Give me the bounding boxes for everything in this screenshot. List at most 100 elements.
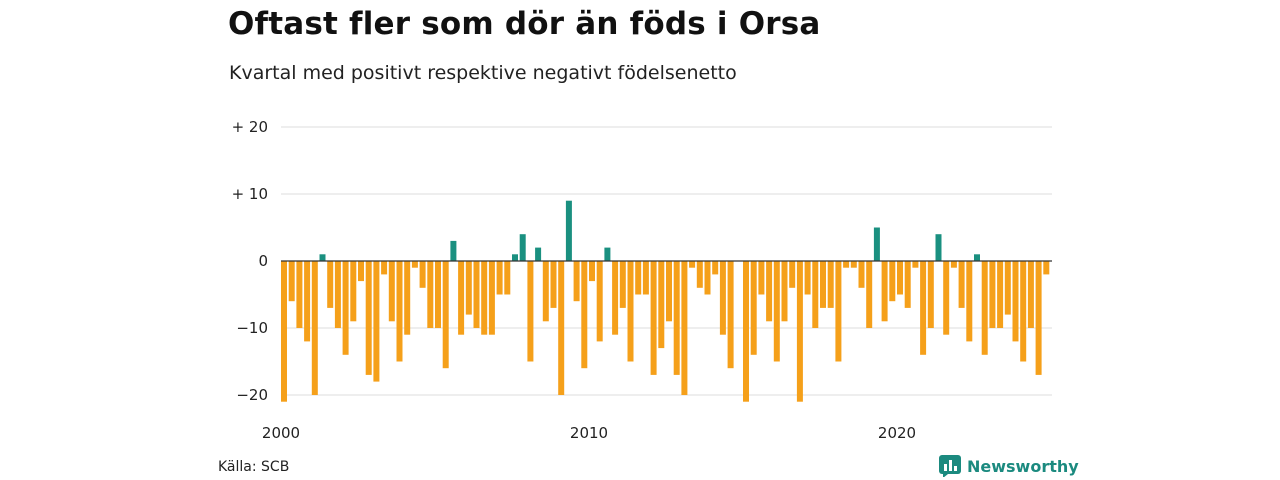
bar	[558, 261, 565, 395]
bar	[450, 240, 457, 261]
bar	[904, 261, 911, 308]
bar	[673, 261, 680, 375]
source-note: Källa: SCB	[218, 459, 290, 475]
bar	[504, 261, 511, 295]
bar	[873, 227, 880, 261]
bar	[743, 261, 749, 402]
bar	[1035, 261, 1042, 375]
bar	[866, 261, 873, 328]
bar	[881, 261, 888, 322]
bar	[812, 261, 819, 328]
bar	[396, 261, 403, 362]
bar	[889, 261, 896, 302]
bar	[704, 261, 711, 295]
bar	[943, 261, 950, 335]
bar	[512, 254, 518, 261]
bar	[958, 261, 965, 308]
bar	[773, 261, 780, 362]
bar	[473, 261, 480, 328]
bar	[327, 261, 334, 308]
bar	[358, 261, 364, 282]
bar	[981, 261, 988, 355]
bar	[835, 261, 842, 362]
bar	[927, 261, 934, 328]
bar	[920, 261, 927, 355]
bar	[843, 261, 850, 268]
bar	[650, 261, 657, 375]
bar	[411, 261, 418, 268]
bar	[635, 261, 642, 295]
bar	[612, 261, 619, 335]
bar	[334, 261, 341, 328]
bar	[1043, 261, 1050, 275]
bar	[796, 261, 803, 402]
bar	[404, 261, 411, 335]
chart-title: Oftast fler som dör än föds i Orsa	[228, 6, 821, 42]
bar	[619, 261, 626, 308]
x-tick-label: 2010	[570, 424, 608, 442]
bar	[596, 261, 603, 342]
bar	[858, 261, 865, 288]
bar	[288, 261, 295, 302]
bar	[296, 261, 303, 328]
bar	[820, 261, 826, 308]
bar	[481, 261, 488, 335]
bar	[373, 261, 380, 382]
bar	[381, 261, 388, 275]
y-tick-label: + 10	[232, 185, 268, 203]
bar	[974, 254, 980, 261]
brand-name: Newsworthy	[967, 456, 1079, 476]
bar	[758, 261, 765, 295]
bar	[989, 261, 996, 328]
bar	[997, 261, 1004, 328]
bar	[304, 261, 311, 342]
bar	[488, 261, 495, 335]
bar	[766, 261, 773, 322]
bar	[442, 261, 449, 369]
bar	[350, 261, 357, 322]
bar	[966, 261, 973, 342]
bar	[789, 261, 796, 288]
bar	[319, 254, 326, 261]
bar	[542, 261, 549, 322]
bar	[281, 261, 287, 402]
y-tick-label: −10	[236, 319, 268, 337]
bar	[527, 261, 534, 362]
bar	[827, 261, 834, 308]
bar	[565, 200, 572, 261]
bar	[435, 261, 441, 328]
bar	[419, 261, 426, 288]
axis-labels: + 20 + 10 0 −10 −20 2000 2010 2020	[232, 118, 917, 442]
bar	[1027, 261, 1034, 328]
bar	[719, 261, 726, 335]
bar	[589, 261, 595, 282]
y-tick-label: −20	[236, 386, 268, 404]
bar	[581, 261, 588, 369]
bar-chart-logo-icon	[939, 455, 961, 477]
bar-chart: + 20 + 10 0 −10 −20 2000 2010 2020	[232, 118, 1052, 442]
bar	[604, 247, 611, 261]
bar	[1012, 261, 1019, 342]
bar	[727, 261, 734, 369]
bar	[496, 261, 503, 295]
bar	[627, 261, 634, 362]
bar	[573, 261, 580, 302]
bar	[311, 261, 318, 395]
bar	[804, 261, 811, 295]
bar	[465, 261, 472, 315]
bar	[712, 261, 719, 275]
bar	[458, 261, 465, 335]
bar	[342, 261, 349, 355]
bar	[689, 261, 696, 268]
chart-subtitle: Kvartal med positivt respektive negativt…	[229, 62, 737, 84]
bar	[427, 261, 434, 328]
bar	[935, 234, 942, 261]
bar	[550, 261, 557, 308]
bar	[519, 234, 526, 261]
bar	[1004, 261, 1011, 315]
bar	[750, 261, 757, 355]
y-tick-label: + 20	[232, 118, 268, 136]
bar	[696, 261, 703, 288]
bar	[897, 261, 903, 295]
bar	[365, 261, 372, 375]
